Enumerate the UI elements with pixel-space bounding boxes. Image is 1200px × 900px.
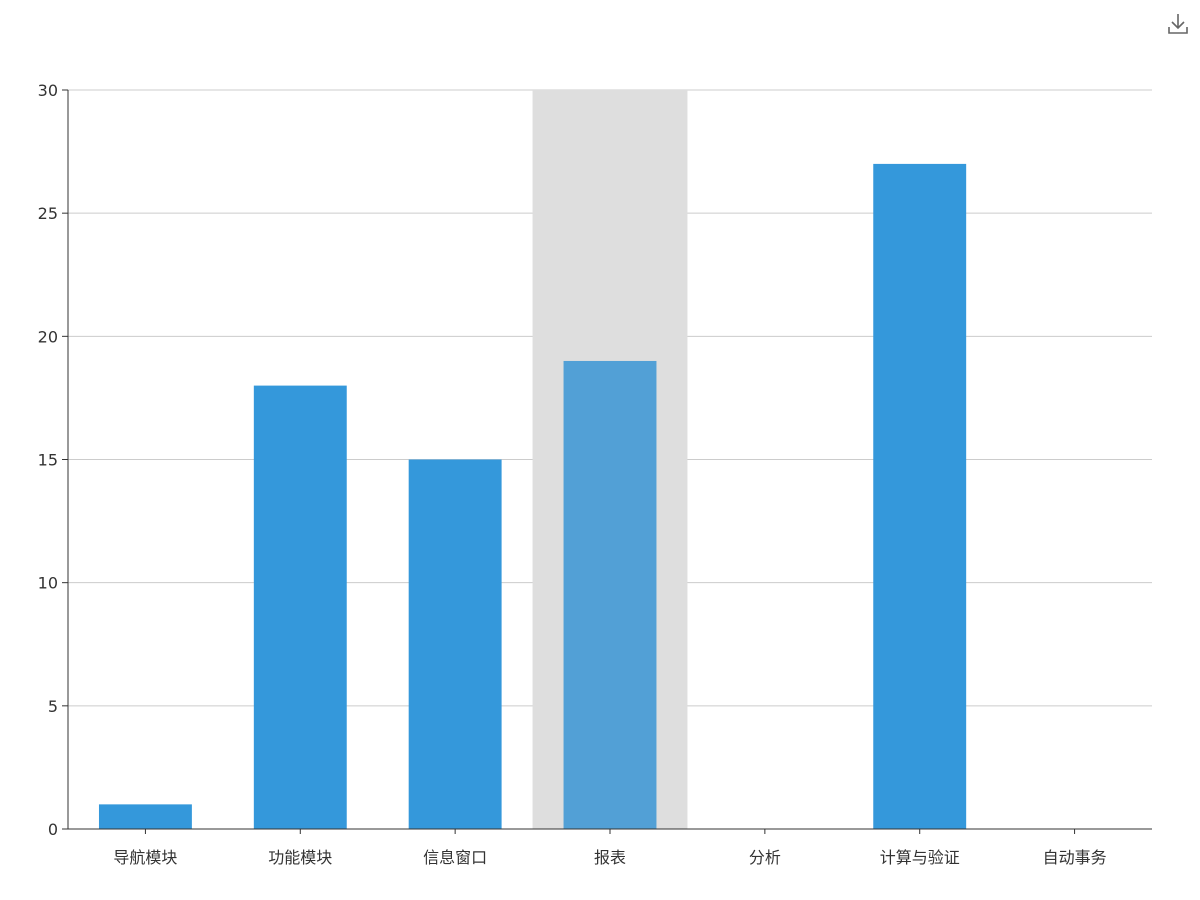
bar-1[interactable] (98, 804, 192, 829)
bars (98, 163, 967, 830)
category-label-4: 报表 (594, 848, 626, 867)
category-label-1: 导航模块 (113, 848, 177, 867)
y-tick-label: 15 (38, 451, 58, 470)
y-tick-label: 25 (38, 204, 58, 223)
bar-2[interactable] (253, 385, 347, 829)
y-tick-label: 0 (48, 820, 58, 839)
download-icon[interactable] (1164, 10, 1192, 38)
category-label-6: 计算与验证 (880, 848, 960, 867)
labels: 0 5 10 15 20 25 30 导航模块 功能模块 信息窗口 报表 分析 计算与验证 自动事务 (38, 81, 1107, 867)
y-tick-label: 10 (38, 574, 58, 593)
y-tick-label: 30 (38, 81, 58, 100)
category-label-2: 功能模块 (268, 848, 332, 867)
category-label-5: 分析 (749, 848, 781, 867)
y-tick-label: 20 (38, 327, 58, 346)
category-label-3: 信息窗口 (423, 848, 487, 867)
bar-3[interactable] (408, 459, 502, 830)
bar-4[interactable] (563, 360, 657, 829)
y-tick-label: 5 (48, 697, 58, 716)
bar-6[interactable] (873, 163, 967, 829)
axes (62, 89, 1152, 834)
category-label-7: 自动事务 (1043, 848, 1107, 867)
